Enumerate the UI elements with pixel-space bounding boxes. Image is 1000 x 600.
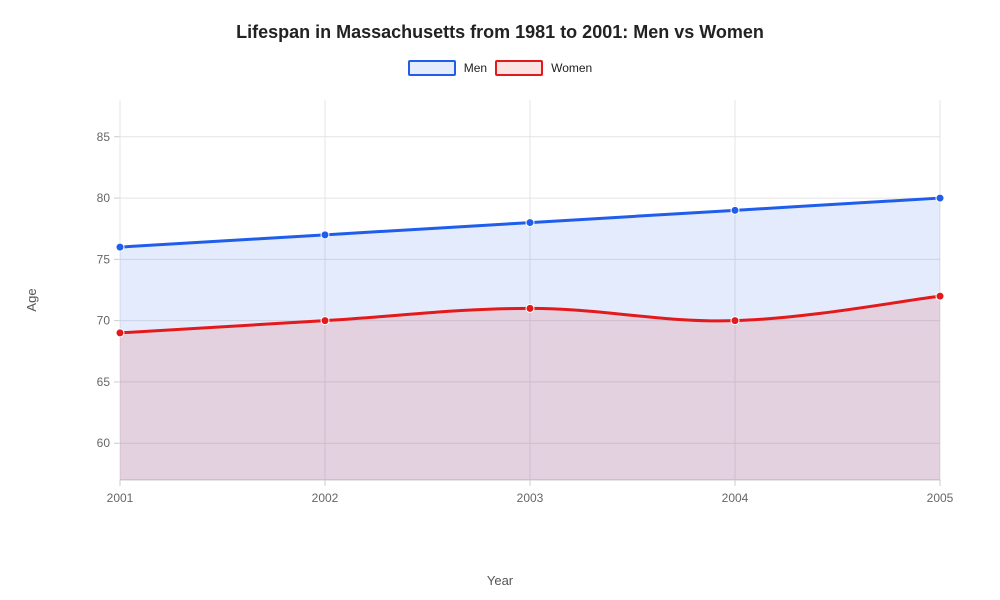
data-point bbox=[116, 329, 124, 337]
data-point bbox=[731, 317, 739, 325]
data-point bbox=[936, 194, 944, 202]
y-tick-label: 65 bbox=[97, 375, 111, 389]
data-point bbox=[116, 243, 124, 251]
y-tick-label: 80 bbox=[97, 191, 111, 205]
lifespan-chart: Lifespan in Massachusetts from 1981 to 2… bbox=[0, 0, 1000, 600]
data-point bbox=[526, 304, 534, 312]
x-tick-label: 2005 bbox=[927, 491, 954, 505]
legend-swatch-women bbox=[495, 60, 543, 76]
x-tick-label: 2003 bbox=[517, 491, 544, 505]
y-tick-label: 85 bbox=[97, 130, 111, 144]
x-axis-label: Year bbox=[0, 573, 1000, 588]
plot-svg: 60 65 70 75 80 85 2001 2002 2003 2004 2005 bbox=[80, 90, 960, 520]
data-point bbox=[321, 317, 329, 325]
chart-title: Lifespan in Massachusetts from 1981 to 2… bbox=[0, 22, 1000, 43]
plot-area: 60 65 70 75 80 85 2001 2002 2003 2004 2005 bbox=[80, 90, 960, 520]
data-point bbox=[526, 219, 534, 227]
data-point bbox=[936, 292, 944, 300]
y-tick-label: 60 bbox=[97, 436, 111, 450]
y-tick-label: 70 bbox=[97, 314, 111, 328]
x-tick-label: 2001 bbox=[107, 491, 134, 505]
x-tick-label: 2004 bbox=[722, 491, 749, 505]
legend-label-women: Women bbox=[551, 61, 592, 75]
data-point bbox=[321, 231, 329, 239]
x-tick-label: 2002 bbox=[312, 491, 339, 505]
legend-swatch-men bbox=[408, 60, 456, 76]
y-tick-label: 75 bbox=[97, 252, 111, 266]
data-point bbox=[731, 206, 739, 214]
legend-label-men: Men bbox=[464, 61, 487, 75]
y-axis-label: Age bbox=[24, 288, 39, 311]
chart-legend: Men Women bbox=[0, 60, 1000, 76]
